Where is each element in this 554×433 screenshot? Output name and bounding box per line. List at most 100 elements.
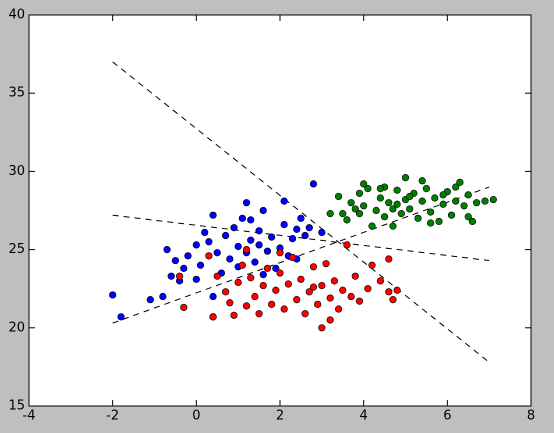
point xyxy=(280,305,288,313)
point xyxy=(368,261,376,269)
point xyxy=(372,206,380,215)
point xyxy=(280,197,288,205)
point xyxy=(393,186,401,194)
point xyxy=(288,253,297,262)
point xyxy=(280,220,288,229)
point xyxy=(393,200,401,208)
point xyxy=(213,272,221,280)
x-tick-label: 4 xyxy=(360,409,368,424)
point xyxy=(263,264,272,272)
point xyxy=(368,222,376,230)
point xyxy=(406,192,414,201)
point xyxy=(213,249,221,257)
point xyxy=(201,228,209,236)
point xyxy=(167,272,175,280)
point xyxy=(234,278,242,287)
point xyxy=(159,292,167,301)
point xyxy=(473,199,481,207)
y-tick-label: 40 xyxy=(8,8,25,23)
point xyxy=(376,185,385,193)
point xyxy=(481,197,489,205)
point xyxy=(226,299,234,307)
point xyxy=(355,189,364,197)
point xyxy=(305,224,313,232)
point xyxy=(242,246,251,254)
point xyxy=(163,246,171,254)
point xyxy=(192,241,200,249)
point xyxy=(351,205,359,213)
point xyxy=(355,210,364,218)
point xyxy=(309,180,318,188)
point xyxy=(255,310,263,318)
x-tick-label: -2 xyxy=(106,409,119,424)
point xyxy=(309,283,318,291)
point xyxy=(447,211,456,219)
point xyxy=(456,178,464,186)
y-tick-label: 20 xyxy=(8,320,25,335)
point xyxy=(364,185,372,193)
point xyxy=(376,277,385,285)
point xyxy=(247,236,255,244)
point xyxy=(334,305,343,313)
point xyxy=(397,210,405,218)
point xyxy=(276,249,284,257)
point xyxy=(301,310,309,318)
point xyxy=(360,180,368,188)
y-tick-label: 35 xyxy=(8,86,25,101)
point xyxy=(326,316,334,324)
point xyxy=(222,231,230,240)
point xyxy=(393,286,401,294)
point xyxy=(427,208,435,216)
point xyxy=(276,269,284,277)
x-tick-label: 6 xyxy=(443,409,451,424)
point xyxy=(263,247,272,255)
point xyxy=(376,194,385,202)
point xyxy=(326,294,334,302)
point xyxy=(297,214,305,222)
point xyxy=(334,192,343,201)
point xyxy=(385,255,393,263)
y-tick-label: 25 xyxy=(8,242,25,257)
plot-frame xyxy=(28,14,532,407)
point xyxy=(427,219,435,227)
point xyxy=(234,242,242,251)
point xyxy=(343,241,351,249)
point xyxy=(196,261,205,269)
point xyxy=(401,174,410,182)
point xyxy=(385,199,393,207)
point xyxy=(255,241,263,249)
point xyxy=(247,274,255,282)
point xyxy=(339,286,347,294)
point xyxy=(205,238,213,246)
y-tick-label: 15 xyxy=(8,399,25,414)
point xyxy=(435,217,443,226)
y-tick-label: 30 xyxy=(8,164,25,179)
point xyxy=(251,292,259,301)
point xyxy=(309,263,318,271)
point xyxy=(468,217,477,226)
x-tick-label: 2 xyxy=(276,409,284,424)
boundary-line xyxy=(112,214,490,262)
point xyxy=(268,300,276,308)
point xyxy=(355,297,364,305)
point xyxy=(293,225,301,233)
point xyxy=(209,292,217,301)
point xyxy=(364,285,372,293)
point xyxy=(439,191,447,199)
point xyxy=(176,272,184,280)
point xyxy=(389,205,397,213)
point xyxy=(242,199,251,207)
point xyxy=(418,177,426,185)
point xyxy=(242,302,251,310)
point xyxy=(293,296,301,304)
point xyxy=(171,256,180,265)
point xyxy=(251,258,259,266)
point xyxy=(209,313,217,321)
point xyxy=(406,205,414,213)
point xyxy=(360,202,368,210)
point xyxy=(259,206,267,215)
point xyxy=(180,264,188,272)
point xyxy=(259,271,267,279)
